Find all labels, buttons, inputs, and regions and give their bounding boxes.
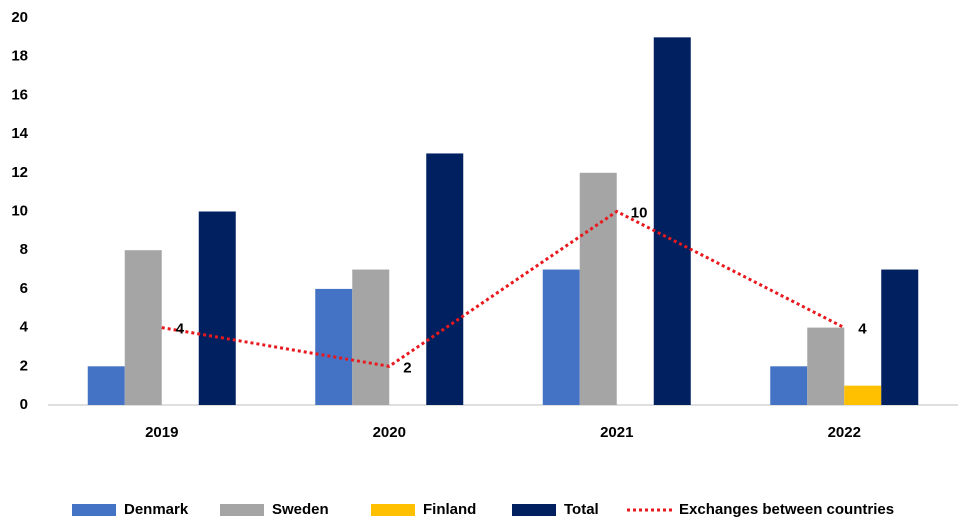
legend-label: Denmark <box>124 501 189 518</box>
line <box>161 209 845 368</box>
legend-swatch <box>72 504 116 516</box>
bar <box>653 37 691 405</box>
y-tick-label: 8 <box>20 241 28 258</box>
legend-label: Finland <box>423 501 476 518</box>
bar <box>770 366 808 405</box>
y-tick-label: 6 <box>20 280 28 297</box>
legend-label: Sweden <box>272 501 329 518</box>
x-tick-label: 2020 <box>373 424 406 441</box>
y-tick-label: 2 <box>20 357 28 374</box>
y-tick-label: 14 <box>11 125 28 142</box>
bar <box>542 269 580 405</box>
y-tick-label: 0 <box>20 396 28 413</box>
bar <box>426 153 464 405</box>
bar <box>807 327 845 405</box>
legend-swatch <box>371 504 415 516</box>
bar <box>315 288 353 405</box>
x-tick-label: 2019 <box>145 424 178 441</box>
x-tick-label: 2022 <box>828 424 861 441</box>
y-tick-label: 12 <box>11 164 28 181</box>
legend-swatch <box>220 504 264 516</box>
bar <box>124 250 162 405</box>
y-tick-label: 18 <box>11 48 28 65</box>
bar <box>844 385 882 405</box>
bar <box>579 172 617 405</box>
legend-label: Total <box>564 501 599 518</box>
legend-swatch <box>512 504 556 516</box>
data-label: 2 <box>403 359 411 376</box>
y-tick-label: 4 <box>20 319 29 336</box>
y-tick-label: 20 <box>11 9 28 26</box>
x-tick-label: 2021 <box>600 424 633 441</box>
y-tick-label: 10 <box>11 202 28 219</box>
bar <box>881 269 919 405</box>
bar <box>198 211 236 405</box>
bar <box>87 366 125 405</box>
y-tick-label: 16 <box>11 86 28 103</box>
data-label: 10 <box>631 204 648 221</box>
legend-label: Exchanges between countries <box>679 501 894 518</box>
data-label: 4 <box>176 321 185 338</box>
bar <box>352 269 390 405</box>
data-label: 4 <box>858 321 867 338</box>
